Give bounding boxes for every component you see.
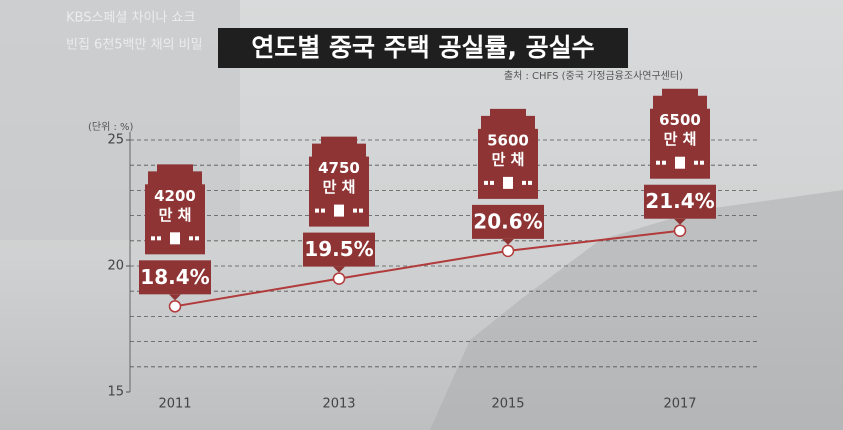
house-window xyxy=(315,208,319,213)
value-label: 20.6% xyxy=(473,209,542,233)
point xyxy=(673,224,687,237)
label-stem xyxy=(674,218,686,225)
title-box xyxy=(218,28,628,68)
house-window xyxy=(694,160,698,165)
house-roof xyxy=(481,108,535,131)
house-count: 4200 xyxy=(154,187,196,205)
label-stem xyxy=(502,238,514,245)
house-window xyxy=(189,236,193,241)
x-tick-label: 2015 xyxy=(491,397,524,412)
house-window xyxy=(484,180,488,185)
house-roof xyxy=(312,136,366,159)
house-roof xyxy=(653,88,707,111)
value-label: 18.4% xyxy=(140,265,209,289)
house-roof xyxy=(148,164,202,187)
house-count: 4750 xyxy=(318,159,360,177)
house-window xyxy=(490,180,494,185)
house-window xyxy=(195,236,199,241)
point xyxy=(168,300,182,313)
line xyxy=(174,229,681,308)
house-window xyxy=(700,160,704,165)
house-window xyxy=(528,180,532,185)
house-door xyxy=(675,156,685,169)
house-unit: 만 채 xyxy=(492,150,525,168)
house-door xyxy=(170,232,180,245)
house-window xyxy=(522,180,526,185)
chart-title: 연도별 중국 주택 공실률, 공실수 xyxy=(251,33,594,62)
house-count: 5600 xyxy=(487,131,529,149)
house-window xyxy=(662,160,666,165)
label-stem xyxy=(169,294,181,301)
value-label: 19.5% xyxy=(304,237,373,261)
unit-label: (단위 : %) xyxy=(88,120,134,133)
x-tick-label: 2017 xyxy=(663,397,696,412)
source: 출처 : CHFS (중국 가정금융조사연구센터) xyxy=(504,70,683,82)
value-label-box xyxy=(139,260,211,295)
overlay-episode: 빈집 6천5백만 채의 비밀 xyxy=(66,38,203,53)
point xyxy=(501,244,515,258)
house-window xyxy=(151,236,155,241)
house-window xyxy=(353,208,357,213)
house-window xyxy=(656,160,660,165)
value-label-box xyxy=(644,184,716,219)
overlay-program: KBS스페셜 차이나 쇼크 xyxy=(66,11,195,26)
house-unit: 만 채 xyxy=(664,130,697,148)
y-tick-label: 20 xyxy=(107,259,124,274)
y-tick-label: 25 xyxy=(107,133,124,148)
house-window xyxy=(321,208,325,213)
value-label-box xyxy=(303,232,375,267)
value-label: 21.4% xyxy=(645,189,714,213)
label-stem xyxy=(333,266,345,273)
house-window xyxy=(359,208,363,213)
y-tick-label: 15 xyxy=(107,385,124,400)
house-door xyxy=(503,176,513,189)
house-count: 6500 xyxy=(659,111,701,129)
house-unit: 만 채 xyxy=(159,206,192,224)
map-silhouette xyxy=(430,190,843,430)
x-tick-label: 2013 xyxy=(322,397,355,412)
house-unit: 만 채 xyxy=(323,178,356,196)
value-label-box xyxy=(472,204,544,239)
x-tick-label: 2011 xyxy=(158,397,191,412)
house-door xyxy=(334,204,344,217)
house-window xyxy=(157,236,161,241)
point xyxy=(332,272,346,285)
